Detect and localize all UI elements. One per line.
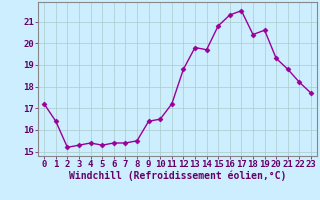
X-axis label: Windchill (Refroidissement éolien,°C): Windchill (Refroidissement éolien,°C)	[69, 171, 286, 181]
